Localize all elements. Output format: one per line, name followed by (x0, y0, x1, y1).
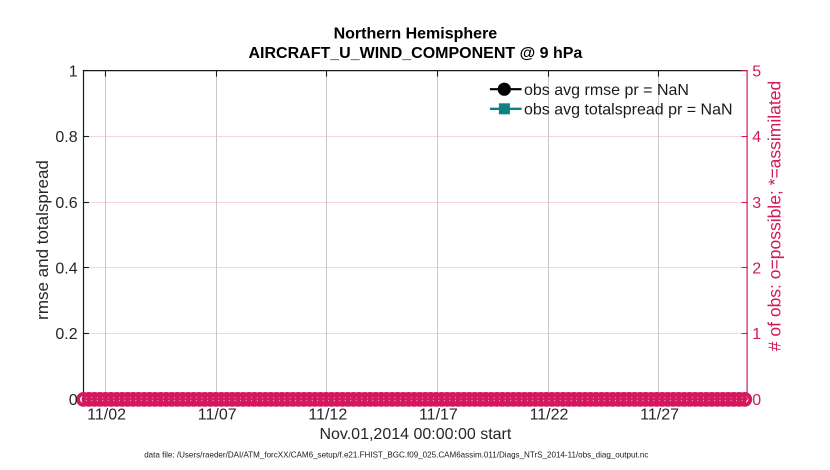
svg-text:Northern Hemisphere: Northern Hemisphere (334, 25, 498, 42)
svg-text:0.8: 0.8 (55, 129, 77, 146)
svg-text:3: 3 (752, 195, 761, 212)
svg-text:2: 2 (752, 261, 761, 278)
svg-text:4: 4 (752, 129, 761, 146)
svg-text:5: 5 (752, 63, 761, 80)
svg-text:0: 0 (752, 392, 761, 409)
svg-text:# of obs: o=possible; *=assimi: # of obs: o=possible; *=assimilated (765, 81, 785, 351)
svg-text:Nov.01,2014 00:00:00 start: Nov.01,2014 00:00:00 start (319, 426, 511, 443)
svg-text:0.6: 0.6 (55, 195, 77, 212)
svg-text:11/27: 11/27 (640, 406, 679, 423)
svg-text:11/12: 11/12 (308, 406, 347, 423)
svg-text:0.2: 0.2 (55, 326, 77, 343)
svg-text:obs avg totalspread pr = NaN: obs avg totalspread pr = NaN (524, 102, 733, 119)
svg-text:1: 1 (69, 63, 78, 80)
svg-text:0: 0 (69, 392, 78, 409)
svg-text:1: 1 (752, 326, 761, 343)
svg-text:AIRCRAFT_U_WIND_COMPONENT @ 9: AIRCRAFT_U_WIND_COMPONENT @ 9 hPa (248, 45, 582, 62)
svg-text:obs avg rmse pr = NaN: obs avg rmse pr = NaN (524, 82, 689, 99)
svg-text:data file: /Users/raeder/DAI/A: data file: /Users/raeder/DAI/ATM_forcXX/… (144, 451, 648, 460)
svg-text:11/07: 11/07 (198, 406, 237, 423)
svg-text:11/02: 11/02 (87, 406, 126, 423)
svg-text:11/17: 11/17 (419, 406, 458, 423)
svg-text:0.4: 0.4 (55, 261, 77, 278)
svg-text:rmse and totalspread: rmse and totalspread (33, 160, 52, 320)
svg-text:11/22: 11/22 (530, 406, 569, 423)
